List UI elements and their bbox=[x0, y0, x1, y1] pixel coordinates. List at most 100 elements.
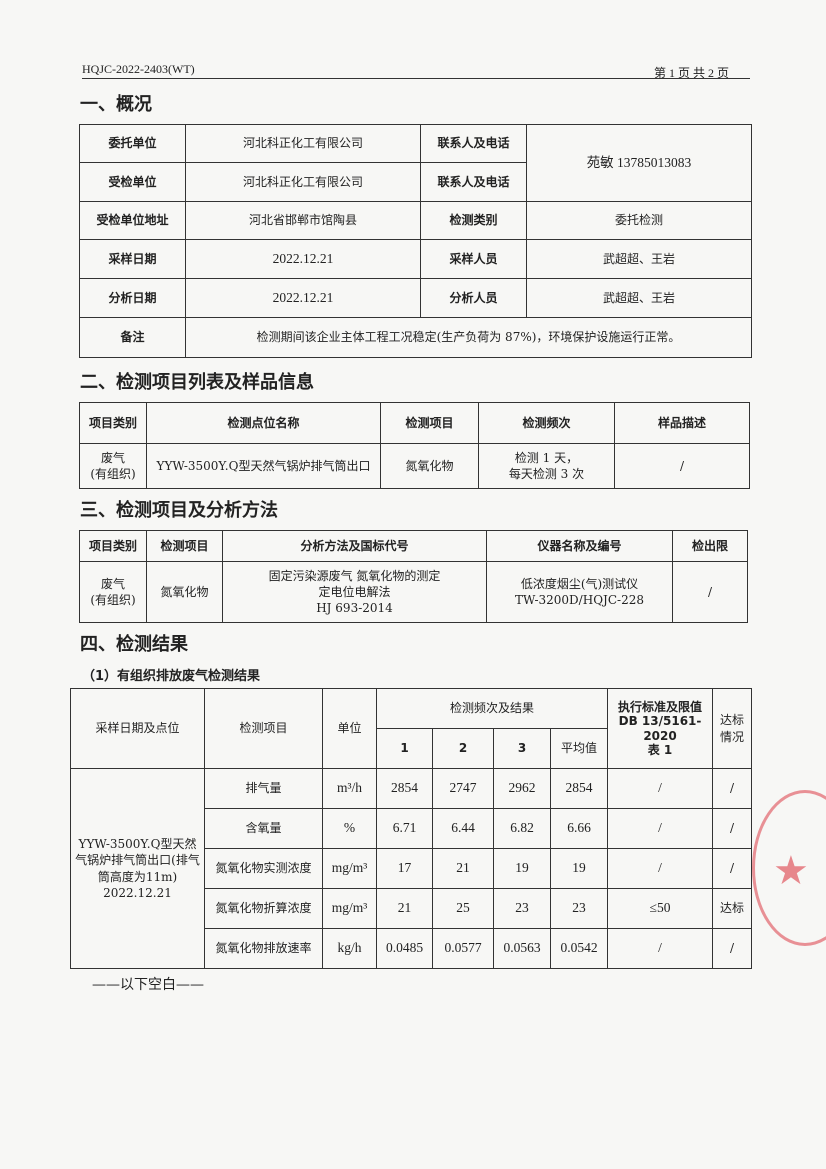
cell: 6.66 bbox=[549, 808, 609, 849]
cell: 固定污染源废气 氮氧化物的测定 定电位电解法 HJ 693-2014 bbox=[222, 561, 487, 623]
cell: 23 bbox=[549, 888, 609, 929]
cell: 氮氧化物排放速率 bbox=[204, 928, 323, 969]
cell: 废气 (有组织) bbox=[79, 561, 147, 623]
cell: 受检单位 bbox=[79, 162, 186, 202]
cell: 21 bbox=[376, 888, 433, 929]
cell: 受检单位地址 bbox=[79, 201, 186, 240]
table-row: 氮氧化物排放速率 kg/h 0.0485 0.0577 0.0563 0.0542// bbox=[71, 928, 753, 969]
cell: / bbox=[712, 768, 753, 809]
cell: 武超超、王岩 bbox=[526, 239, 752, 279]
cell: 分析日期 bbox=[79, 278, 186, 318]
cell: 平均值 bbox=[549, 728, 609, 769]
cell: 21 bbox=[432, 848, 494, 889]
cell: / bbox=[614, 443, 750, 489]
contact-cell: 苑敏 13785013083 bbox=[526, 124, 752, 202]
cell: 2747 bbox=[432, 768, 494, 809]
overview-table: 委托单位 河北科正化工有限公司 联系人及电话 苑敏 13785013083 受检单位河… bbox=[79, 124, 752, 358]
cell: / bbox=[607, 928, 714, 969]
cell: 联系人及电话 bbox=[420, 124, 527, 163]
results-subtitle: （1）有组织排放废气检测结果 bbox=[82, 669, 261, 684]
cell: 2854 bbox=[376, 768, 433, 809]
items-table: 项目类别 检测点位名称 检测项目 检测频次 样品描述 废气 (有组织) YYW-3500Y… bbox=[79, 402, 750, 489]
cell: 仪器名称及编号 bbox=[486, 530, 673, 562]
cell: 废气 (有组织) bbox=[79, 443, 147, 489]
cell: 委托单位 bbox=[79, 124, 186, 163]
cell: 检测 1 天， 每天检测 3 次 bbox=[478, 443, 615, 489]
cell: 检测项目 bbox=[204, 688, 323, 769]
cell: 2 bbox=[432, 728, 494, 769]
section-4-title: 四、检测结果 bbox=[80, 634, 188, 655]
cell: 执行标准及限值 DB 13/5161-2020 表 1 bbox=[607, 688, 714, 769]
cell: 2854 bbox=[549, 768, 609, 809]
cell: 3 bbox=[493, 728, 551, 769]
cell: / bbox=[712, 848, 753, 889]
section-1-title: 一、概况 bbox=[80, 94, 152, 115]
cell: 分析人员 bbox=[420, 278, 527, 318]
cell: 达标 bbox=[712, 888, 753, 929]
star-icon: ★ bbox=[773, 848, 809, 894]
cell: 检测点位名称 bbox=[146, 402, 381, 444]
cell: 氮氧化物实测浓度 bbox=[204, 848, 323, 889]
cell: 检测项目 bbox=[146, 530, 223, 562]
official-stamp: ★ bbox=[752, 790, 826, 946]
cell: 检测频次 bbox=[478, 402, 615, 444]
cell: YYW-3500Y.Q型天然气锅炉排气筒出口 bbox=[146, 443, 381, 489]
cell: 6.82 bbox=[493, 808, 551, 849]
cell: 采样人员 bbox=[420, 239, 527, 279]
cell: 0.0577 bbox=[432, 928, 494, 969]
cell: 委托检测 bbox=[526, 201, 752, 240]
cell: 0.0485 bbox=[376, 928, 433, 969]
point-cell: YYW-3500Y.Q型天然气锅炉排气筒出口(排气筒高度为11m) 2022.1… bbox=[70, 768, 205, 969]
cell: mg/m³ bbox=[322, 888, 377, 929]
cell: 19 bbox=[549, 848, 609, 889]
cell: 0.0542 bbox=[549, 928, 609, 969]
cell: 低浓度烟尘(气)测试仪 TW-3200D/HQJC-228 bbox=[486, 561, 673, 623]
cell: 23 bbox=[493, 888, 551, 929]
cell: 25 bbox=[432, 888, 494, 929]
cell: 19 bbox=[493, 848, 551, 889]
cell: 达标 情况 bbox=[712, 688, 753, 769]
cell: 1 bbox=[376, 728, 433, 769]
cell: 单位 bbox=[322, 688, 377, 769]
cell: 分析方法及国标代号 bbox=[222, 530, 487, 562]
cell: 2962 bbox=[493, 768, 551, 809]
cell: 项目类别 bbox=[79, 530, 147, 562]
cell: 武超超、王岩 bbox=[526, 278, 752, 318]
cell: 项目类别 bbox=[79, 402, 147, 444]
report-number: HQJC-2022-2403(WT) bbox=[82, 62, 195, 76]
cell: 检测类别 bbox=[420, 201, 527, 240]
cell: 检测频次及结果 bbox=[375, 688, 609, 729]
cell: 含氧量 bbox=[204, 808, 323, 849]
end-marker: ——以下空白—— bbox=[92, 977, 204, 993]
cell: 2022.12.21 bbox=[185, 239, 421, 279]
cell: 备注 bbox=[79, 317, 186, 358]
table-row: YYW-3500Y.Q型天然气锅炉排气筒出口(排气筒高度为11m) 2022.1… bbox=[70, 768, 753, 969]
cell: 0.0563 bbox=[493, 928, 551, 969]
cell: / bbox=[672, 561, 748, 623]
cell: 采样日期 bbox=[79, 239, 186, 279]
cell: 6.44 bbox=[432, 808, 494, 849]
cell: / bbox=[712, 928, 753, 969]
cell: 17 bbox=[376, 848, 433, 889]
cell: 河北省邯郸市馆陶县 bbox=[185, 201, 421, 240]
cell: / bbox=[607, 768, 714, 809]
table-row: 氮氧化物折算浓度 mg/m³ 21 25 23 23 ≤50 达标 bbox=[71, 888, 753, 929]
cell: 6.71 bbox=[376, 808, 433, 849]
methods-table: 项目类别 检测项目 分析方法及国标代号 仪器名称及编号 检出限 废气 (有组织) 氮氧化物… bbox=[79, 530, 748, 623]
section-3-title: 三、检测项目及分析方法 bbox=[80, 500, 278, 521]
cell: 样品描述 bbox=[614, 402, 750, 444]
table-row: 氮氧化物实测浓度 mg/m³ 17 21 19 19// bbox=[71, 848, 753, 889]
cell: / bbox=[607, 808, 714, 849]
cell: / bbox=[607, 848, 714, 889]
cell: 联系人及电话 bbox=[420, 162, 527, 202]
cell: 检测项目 bbox=[380, 402, 479, 444]
remark-cell: 检测期间该企业主体工程工况稳定(生产负荷为 87%)，环境保护设施运行正常。 bbox=[185, 317, 752, 358]
cell: mg/m³ bbox=[322, 848, 377, 889]
cell: 氮氧化物 bbox=[146, 561, 223, 623]
cell: 河北科正化工有限公司 bbox=[185, 124, 421, 163]
cell: 检出限 bbox=[672, 530, 748, 562]
cell: 采样日期及点位 bbox=[70, 688, 205, 769]
cell: 氮氧化物折算浓度 bbox=[204, 888, 323, 929]
cell: m³/h bbox=[322, 768, 377, 809]
